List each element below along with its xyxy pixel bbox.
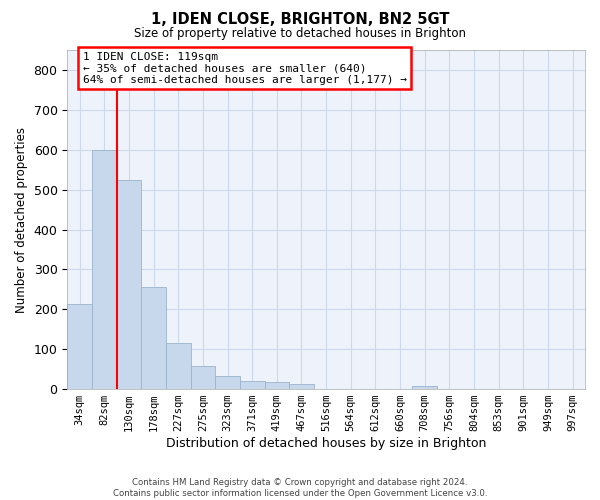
Text: Contains HM Land Registry data © Crown copyright and database right 2024.
Contai: Contains HM Land Registry data © Crown c…: [113, 478, 487, 498]
Bar: [141, 288, 166, 389]
Bar: [412, 386, 437, 389]
Bar: [191, 366, 215, 389]
Bar: [92, 150, 116, 389]
Bar: [265, 382, 289, 389]
Text: 1, IDEN CLOSE, BRIGHTON, BN2 5GT: 1, IDEN CLOSE, BRIGHTON, BN2 5GT: [151, 12, 449, 28]
Bar: [67, 304, 92, 389]
Bar: [215, 376, 240, 389]
Y-axis label: Number of detached properties: Number of detached properties: [15, 126, 28, 312]
Text: Size of property relative to detached houses in Brighton: Size of property relative to detached ho…: [134, 28, 466, 40]
Bar: [116, 180, 141, 389]
Bar: [289, 384, 314, 389]
Text: 1 IDEN CLOSE: 119sqm
← 35% of detached houses are smaller (640)
64% of semi-deta: 1 IDEN CLOSE: 119sqm ← 35% of detached h…: [83, 52, 407, 85]
X-axis label: Distribution of detached houses by size in Brighton: Distribution of detached houses by size …: [166, 437, 487, 450]
Bar: [166, 343, 191, 389]
Bar: [240, 381, 265, 389]
